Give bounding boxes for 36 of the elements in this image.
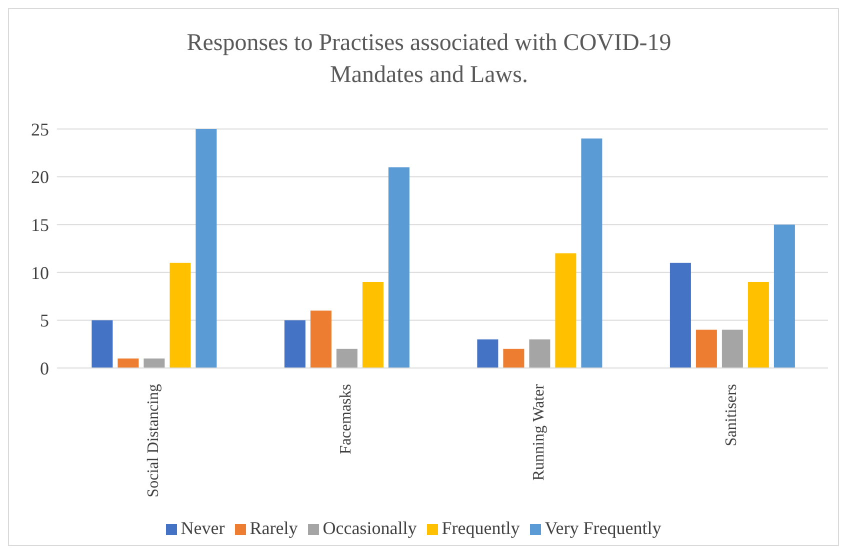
bar [503, 348, 524, 368]
bar [477, 339, 498, 368]
x-tick-label: Running Water [530, 383, 548, 481]
y-tick-label: 0 [40, 358, 49, 378]
legend-label: Never [180, 518, 225, 538]
bar [362, 282, 384, 368]
x-tick-label: Social Distancing [144, 384, 162, 498]
bar [696, 330, 717, 368]
bar [722, 330, 743, 368]
chart-title: Responses to Practises associated with COVID-19 Mandates and Laws. [186, 29, 672, 90]
y-tick-label: 10 [31, 262, 49, 283]
bar [170, 262, 191, 368]
bar [144, 358, 165, 368]
x-tick-label: Facemasks [338, 384, 355, 454]
legend-label: Occasionally [322, 518, 417, 538]
bar [529, 339, 550, 368]
legend-label: Frequently [442, 518, 520, 538]
bar [555, 253, 576, 368]
bar [92, 320, 113, 368]
bar [118, 358, 139, 368]
bar [748, 282, 769, 368]
bar [670, 262, 691, 368]
bar [310, 310, 332, 368]
x-tick-label: Sanitisers [723, 384, 740, 446]
y-tick-label: 25 [31, 119, 49, 140]
bar [581, 138, 602, 368]
bar [196, 129, 217, 368]
y-tick-label: 20 [31, 167, 49, 188]
bar [284, 320, 306, 368]
bar [336, 348, 358, 368]
bar [774, 224, 795, 368]
y-tick-label: 5 [40, 310, 49, 331]
y-tick-label: 15 [31, 214, 49, 235]
legend-label: Very Frequently [544, 518, 662, 538]
legend-label: Rarely [250, 518, 298, 538]
bar [388, 167, 410, 368]
